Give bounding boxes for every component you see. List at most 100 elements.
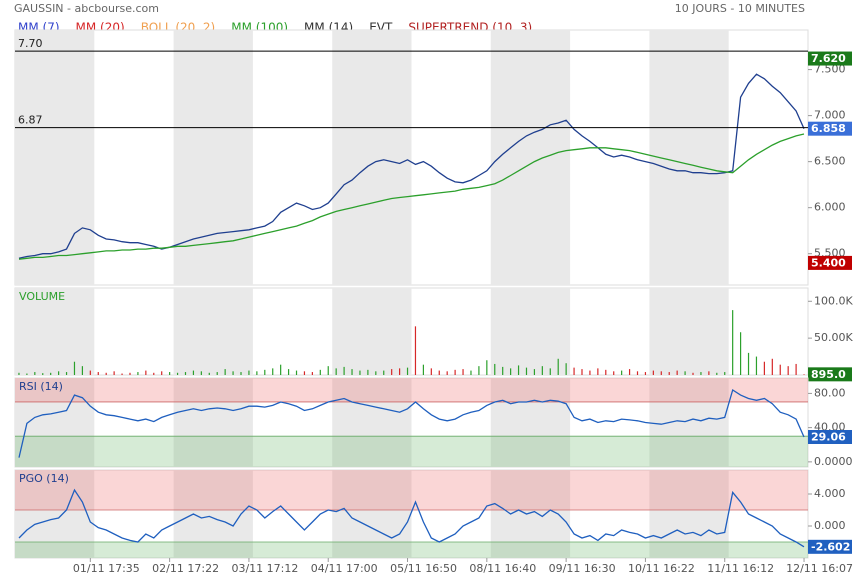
overbought-zone [15, 378, 808, 402]
volume-bar [176, 372, 179, 375]
header-period: 10 JOURS - 10 MINUTES [675, 2, 805, 15]
badge-label: -2.602 [811, 540, 850, 553]
value-badge [808, 429, 852, 444]
volume-bar [470, 370, 472, 375]
volume-bar [795, 363, 797, 375]
volume-bar [287, 369, 290, 375]
x-tick-label: 04/11 17:00 [311, 562, 378, 575]
volume-bar [81, 366, 84, 375]
volume-bar [636, 371, 639, 375]
x-tick-label: 03/11 17:12 [231, 562, 298, 575]
badge-label: 5.400 [811, 256, 846, 269]
day-shade [649, 30, 729, 285]
volume-bar [18, 372, 20, 375]
volume-bar [375, 371, 377, 375]
volume-bar [581, 369, 583, 375]
volume-bar [121, 373, 123, 375]
volume-bar [454, 369, 456, 375]
volume-bar [367, 369, 369, 375]
value-badge [808, 255, 852, 270]
volume-bar [517, 365, 520, 375]
volume-bar [708, 371, 710, 375]
volume-bar [494, 363, 496, 375]
value-badge [808, 121, 852, 136]
volume-bar [327, 366, 329, 375]
volume-bar [224, 369, 226, 375]
volume-bar [803, 374, 805, 375]
value-badge [808, 539, 852, 554]
panel: PGO (14) 0.000 4.000 -2.602 [14, 469, 852, 559]
volume-bar [541, 366, 543, 375]
volume-bar [628, 369, 631, 375]
volume-bar [589, 370, 591, 375]
day-shade [490, 288, 571, 375]
volume-bar [700, 372, 702, 375]
volume-bar [660, 371, 662, 375]
panel-title: VOLUME [19, 290, 65, 303]
volume-bar [478, 366, 480, 375]
data-line [18, 73, 805, 259]
volume-bar [446, 371, 448, 375]
volume-bar [295, 370, 298, 375]
volume-bar [184, 372, 187, 375]
volume-bar [771, 358, 773, 375]
badge-label: 29.06 [811, 430, 846, 443]
y-tick-label: 50.00K [814, 331, 853, 344]
volume-bar [613, 371, 615, 375]
volume-bar [351, 369, 353, 375]
volume-bar [652, 370, 654, 375]
panel-title: RSI (14) [19, 380, 63, 393]
volume-bar [58, 371, 60, 375]
volume-bar [557, 358, 559, 375]
day-shade [649, 470, 729, 558]
header-title: GAUSSIN - abcbourse.com [14, 2, 159, 15]
volume-bar [391, 369, 393, 375]
y-tick-label: 7.000 [814, 109, 846, 122]
volume-bar [335, 368, 337, 375]
volume-bar [747, 352, 750, 375]
volume-bar [644, 372, 647, 375]
day-shade [173, 378, 253, 467]
badge-label: 6.858 [811, 122, 846, 135]
volume-bar [533, 369, 536, 375]
volume-bar [430, 368, 432, 375]
day-shade [490, 378, 571, 467]
volume-bar [383, 370, 385, 375]
day-shade [15, 288, 95, 375]
volume-bar [462, 369, 464, 375]
volume-bar [200, 371, 202, 375]
volume-bar [153, 372, 155, 375]
x-tick-label: 12/11 16:07 [786, 562, 853, 575]
volume-bar [739, 332, 742, 375]
x-tick-label: 09/11 16:30 [549, 562, 616, 575]
volume-bar [422, 364, 424, 375]
day-shade [332, 30, 412, 285]
volume-bar [303, 371, 306, 375]
volume-bar [399, 368, 401, 375]
volume-bar [565, 363, 567, 375]
volume-bar [232, 371, 234, 375]
level-label: 6.87 [18, 114, 43, 127]
volume-bar [676, 370, 678, 375]
volume-bar [692, 372, 694, 375]
y-tick-label: 6.500 [814, 155, 846, 168]
volume-bar [169, 372, 171, 375]
volume-bar [50, 372, 52, 375]
x-tick-label: 10/11 16:22 [628, 562, 695, 575]
volume-bar [272, 368, 274, 375]
volume-bar [414, 326, 417, 375]
volume-bar [502, 366, 504, 375]
volume-bar [137, 372, 139, 375]
volume-bar [208, 372, 210, 375]
badge-label: 7.620 [811, 52, 846, 65]
day-shade [173, 470, 253, 558]
volume-bar [779, 364, 781, 375]
volume-bar [359, 370, 361, 375]
volume-bar [597, 368, 599, 375]
x-tick-label: 11/11 16:12 [707, 562, 774, 575]
volume-bar [129, 372, 131, 375]
volume-bar [787, 366, 789, 375]
